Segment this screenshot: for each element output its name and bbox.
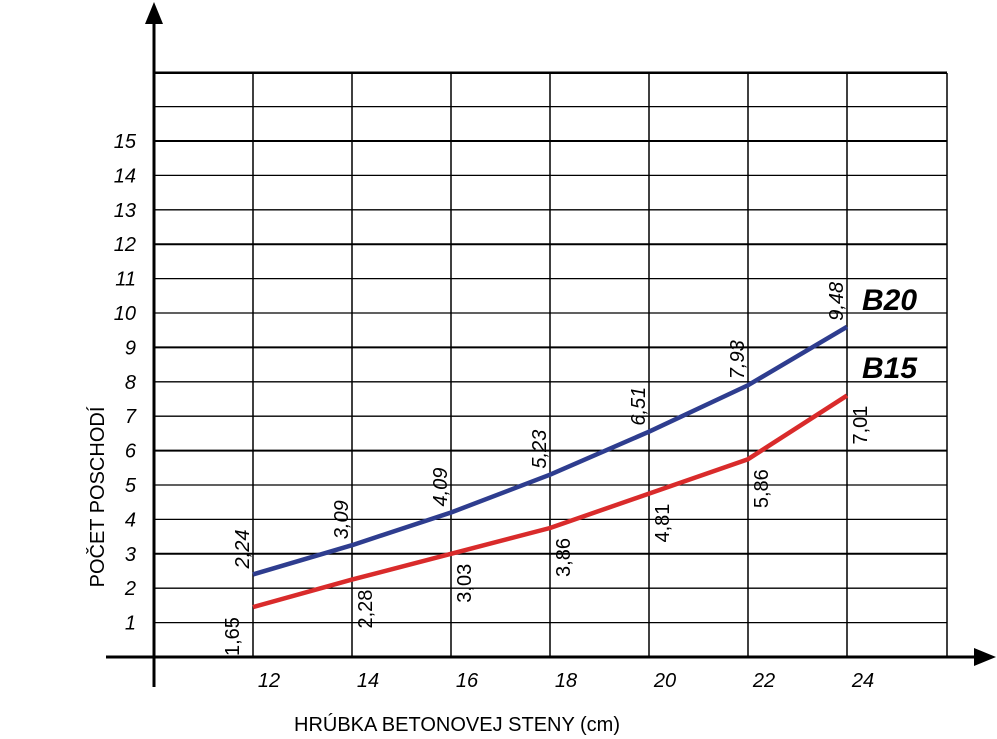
data-label-b20: 7,93 (727, 340, 749, 379)
series-line-b15 (252, 393, 849, 610)
series-line-b20 (252, 324, 849, 577)
axes (106, 2, 996, 687)
y-tick-label: 8 (125, 372, 136, 394)
data-label-b15: 3,03 (454, 564, 476, 603)
data-label-b15: 5,86 (751, 469, 773, 508)
data-label-b20: 2,24 (232, 530, 254, 570)
data-label-b20: 6,51 (628, 387, 650, 426)
data-label-b15: 3,86 (553, 538, 575, 577)
x-tick-label: 14 (357, 670, 379, 692)
y-tick-label: 1 (125, 613, 136, 635)
y-tick-label: 12 (114, 234, 136, 256)
y-tick-label: 2 (124, 578, 136, 600)
y-tick-label: 4 (125, 509, 136, 531)
grid (154, 71, 948, 657)
data-label-b20: 4,09 (430, 468, 452, 507)
data-label-b15: 4,81 (652, 504, 674, 543)
y-axis-arrow (145, 2, 163, 24)
x-axis-title: HRÚBKA BETONOVEJ STENY (cm) (294, 713, 620, 736)
y-tick-label: 10 (114, 303, 136, 325)
data-label-b15: 7,01 (850, 406, 872, 445)
y-tick-label: 3 (125, 544, 136, 566)
x-tick-label: 22 (752, 670, 775, 692)
series-lines (252, 324, 849, 610)
y-tick-label: 6 (125, 441, 137, 463)
x-tick-label: 20 (653, 670, 676, 692)
x-tick-label: 18 (555, 670, 577, 692)
data-label-b20: 9,48 (826, 282, 848, 321)
x-tick-label: 24 (851, 670, 874, 692)
series-name-b15: B15 (862, 352, 918, 385)
x-tick-label: 16 (456, 670, 479, 692)
series-names: B20 B15 (862, 284, 918, 385)
y-tick-label: 14 (114, 165, 136, 187)
y-tick-label: 15 (114, 131, 137, 153)
data-label-b20: 5,23 (529, 430, 551, 469)
y-tick-label: 11 (115, 269, 136, 291)
data-labels: 2,24 3,09 4,09 5,23 6,51 7,93 9,48 1,65 2,28 3,03… (222, 282, 872, 656)
y-tick-label: 9 (125, 337, 136, 359)
series-name-b20: B20 (862, 284, 917, 317)
data-label-b15: 1,65 (222, 617, 244, 656)
y-tick-label: 13 (114, 200, 136, 222)
y-axis-title: POČET POSCHODÍ (86, 406, 109, 587)
y-tick-label: 7 (125, 406, 137, 428)
x-axis-arrow (974, 648, 996, 666)
x-tick-label: 12 (258, 670, 280, 692)
data-label-b15: 2,28 (355, 590, 377, 629)
data-label-b20: 3,09 (331, 500, 353, 539)
y-tick-label: 5 (125, 475, 137, 497)
